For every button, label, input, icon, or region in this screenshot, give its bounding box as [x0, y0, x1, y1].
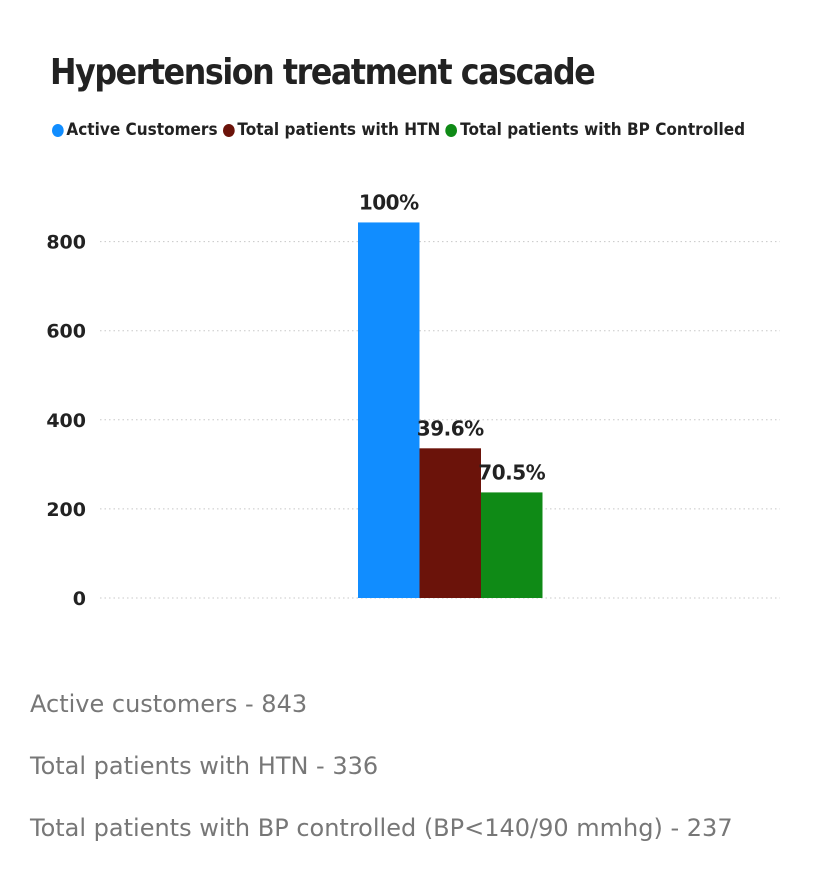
- bar-active-customers: [358, 222, 420, 599]
- bar-chart: 0 200 400 600 800 100% 39.6% 70.5%: [46, 190, 780, 610]
- note-total-patients-htn: Total patients with HTN - 336: [30, 752, 379, 780]
- legend-item-total-patients-htn: Total patients with HTN: [222, 120, 441, 140]
- bar-total-patients-with-htn: [419, 448, 481, 598]
- legend-label-total-patients-htn: Total patients with HTN: [237, 120, 441, 140]
- y-tick-label-800: 800: [46, 232, 86, 254]
- y-tick-label-400: 400: [46, 410, 86, 432]
- summary-notes: Active customers - 843 Total patients wi…: [30, 686, 733, 872]
- legend-marker-active-customers: [52, 123, 64, 137]
- legend-item-bp-controlled: Total patients with BP Controlled: [445, 120, 746, 140]
- chart-title: Hypertension treatment cascade: [50, 52, 596, 93]
- legend-marker-total-patients-htn: [222, 123, 235, 137]
- bar-total-patients-with-bp-controlled: [481, 492, 543, 598]
- y-tick-label-0: 0: [73, 588, 86, 610]
- legend-label-bp-controlled: Total patients with BP Controlled: [460, 120, 746, 140]
- y-tick-label-600: 600: [46, 321, 86, 343]
- note-bp-controlled: Total patients with BP controlled (BP<14…: [30, 814, 733, 842]
- data-label-total-patients-with-htn: 39.6%: [417, 416, 484, 440]
- legend-item-active-customers: Active Customers: [52, 120, 218, 140]
- chart-legend: Active Customers Total patients with HTN…: [52, 120, 750, 140]
- y-tick-label-200: 200: [46, 499, 86, 521]
- legend-marker-bp-controlled: [445, 123, 458, 137]
- data-label-active-customers: 100%: [359, 190, 419, 214]
- note-active-customers: Active customers - 843: [30, 690, 308, 718]
- data-label-total-patients-with-bp-controlled: 70.5%: [478, 460, 545, 484]
- legend-label-active-customers: Active Customers: [66, 120, 218, 140]
